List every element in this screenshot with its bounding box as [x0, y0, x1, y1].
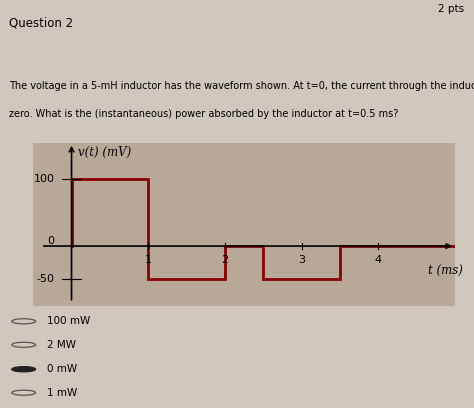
Text: Question 2: Question 2: [9, 16, 73, 29]
Text: 2: 2: [221, 255, 228, 265]
Text: zero. What is the (instantaneous) power absorbed by the inductor at t=0.5 ms?: zero. What is the (instantaneous) power …: [9, 109, 399, 119]
Text: -50: -50: [36, 274, 55, 284]
Text: 100 mW: 100 mW: [47, 316, 91, 326]
Text: 2 MW: 2 MW: [47, 340, 76, 350]
Text: 2 pts: 2 pts: [438, 4, 465, 14]
Text: 100: 100: [34, 175, 55, 184]
Text: t (ms): t (ms): [428, 265, 463, 278]
Text: The voltage in a 5-mH inductor has the waveform shown. At t=0, the current throu: The voltage in a 5-mH inductor has the w…: [9, 81, 474, 91]
Circle shape: [12, 367, 36, 372]
Text: 1: 1: [145, 255, 152, 265]
Text: 0: 0: [48, 236, 55, 246]
Text: 0 mW: 0 mW: [47, 364, 78, 374]
Text: 1 mW: 1 mW: [47, 388, 78, 398]
Text: v(t) (mV): v(t) (mV): [78, 146, 131, 159]
Text: 4: 4: [375, 255, 382, 265]
Text: 3: 3: [298, 255, 305, 265]
